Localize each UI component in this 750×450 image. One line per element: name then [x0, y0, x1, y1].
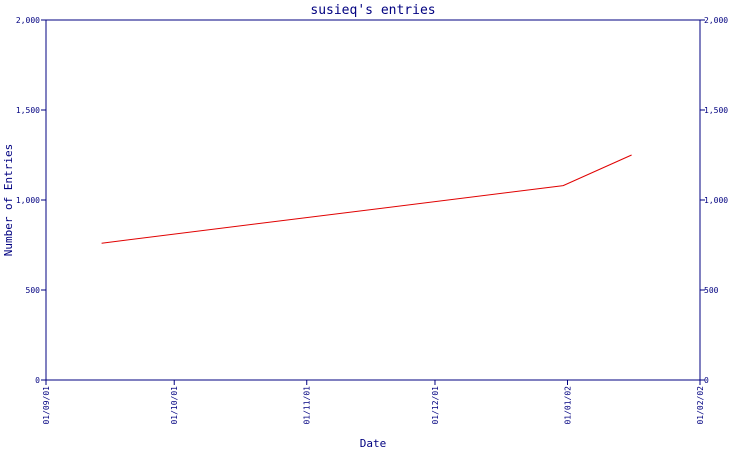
y-tick-label-right: 0 [704, 376, 709, 385]
chart-title: susieq's entries [310, 3, 435, 18]
plot-area [45, 19, 701, 381]
y-tick-label-left: 0 [35, 376, 40, 385]
x-tick-label: 01/09/01 [42, 386, 51, 425]
x-axis-label: Date [360, 437, 387, 450]
y-tick-label-left: 1,000 [16, 196, 40, 205]
y-tick-label-right: 1,000 [704, 196, 728, 205]
series-line [101, 154, 632, 244]
x-tick-label: 01/11/01 [303, 386, 312, 425]
y-tick-label-right: 2,000 [704, 16, 728, 25]
x-tick-label: 01/10/01 [170, 386, 179, 425]
x-tick-label: 01/12/01 [431, 386, 440, 425]
x-tick-label: 01/02/02 [696, 386, 705, 425]
y-axis-left: 0 500 1,000 1,500 2,000 [16, 16, 46, 385]
y-axis-label: Number of Entries [2, 144, 15, 257]
y-tick-label-left: 1,500 [16, 106, 40, 115]
y-tick-label-left: 500 [26, 286, 41, 295]
x-tick-label: 01/01/02 [563, 386, 572, 425]
y-tick-label-right: 500 [704, 286, 719, 295]
y-tick-label-left: 2,000 [16, 16, 40, 25]
x-axis: 01/09/01 01/10/01 01/11/01 01/12/01 01/01/02… [42, 380, 705, 425]
y-tick-label-right: 1,500 [704, 106, 728, 115]
series-layer [101, 154, 632, 244]
y-axis-right: 0 500 1,000 1,500 2,000 [700, 16, 728, 385]
